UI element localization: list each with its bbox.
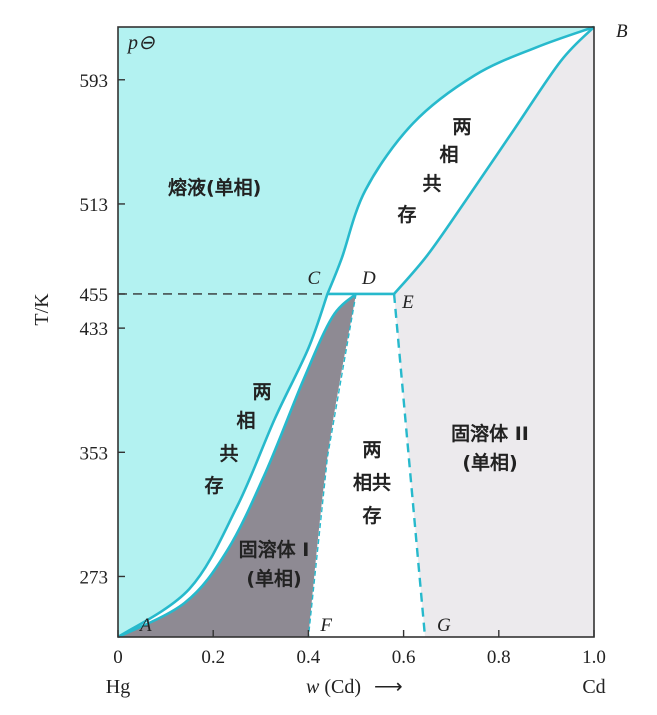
region-label-two-phase-left: 存	[204, 474, 223, 497]
region-label-two-phase-middle: 相共	[353, 472, 391, 494]
point-label-b: B	[616, 21, 628, 42]
x-tick-label: 0.8	[487, 647, 511, 668]
point-label-c: C	[307, 268, 320, 289]
y-tick-label: 513	[80, 195, 109, 216]
point-label-f: F	[319, 615, 332, 636]
liquid-region	[118, 27, 594, 637]
solid-solution-i-region	[118, 293, 356, 637]
y-tick-label: 455	[80, 285, 109, 306]
x-axis-label-arrow: ⟶	[374, 676, 403, 698]
y-axis-label: T/K	[31, 293, 53, 326]
region-label-two-phase-middle: 存	[362, 504, 381, 527]
solidus-curve-high	[393, 26, 595, 295]
x-tick-label: 0.6	[392, 647, 416, 668]
x-axis-label: w (Cd) ⟶	[306, 676, 403, 698]
x-tick-label: 0.2	[201, 647, 225, 668]
region-label-solid-solution-ii: (单相)	[462, 451, 517, 474]
x-axis-label-prefix: w	[306, 676, 320, 698]
region-label-two-phase-left: 共	[219, 443, 238, 465]
point-label-g: G	[437, 615, 451, 636]
region-label-solid-solution-i: 固溶体 I	[239, 538, 310, 561]
region-label-two-phase-upper: 相	[439, 144, 458, 166]
region-label-solid-solution-i: (单相)	[246, 567, 301, 590]
region-label-two-phase-upper: 两	[452, 116, 471, 138]
point-label-e: E	[401, 292, 414, 313]
x-left-component: Hg	[106, 676, 130, 698]
point-label-d: D	[361, 268, 376, 289]
y-tick-label: 433	[80, 319, 109, 340]
region-label-solid-solution-ii: 固溶体 II	[451, 422, 529, 445]
region-label-two-phase-left: 相	[236, 410, 255, 432]
y-tick-label: 593	[80, 71, 109, 92]
axis-ticks: 0 0.2 0.4 0.6 0.8 1.0 273 353 433 455 513 593	[80, 71, 606, 668]
region-label-two-phase-left: 两	[252, 381, 271, 403]
x-right-component: Cd	[582, 676, 605, 698]
region-label-two-phase-upper: 存	[397, 203, 416, 226]
x-tick-label: 0.4	[297, 647, 321, 668]
region-label-two-phase-upper: 共	[422, 173, 441, 195]
point-labels: A B C D E F G	[138, 21, 628, 636]
x-tick-label: 0	[113, 647, 123, 668]
x-tick-label: 1.0	[582, 647, 606, 668]
region-label-two-phase-middle: 两	[362, 439, 381, 461]
region-label-liquid: 熔液(单相)	[168, 176, 261, 199]
liquidus-curve	[117, 25, 595, 639]
solvus-curve-high	[392, 293, 427, 638]
solid-solution-ii-region	[394, 27, 594, 637]
pressure-label: p⊖	[126, 32, 155, 54]
solidus-curve-low	[117, 292, 357, 639]
point-label-a: A	[138, 615, 152, 636]
x-axis-label-species: (Cd)	[324, 676, 361, 698]
y-tick-label: 273	[80, 567, 109, 588]
plot-frame	[117, 26, 595, 638]
y-tick-label: 353	[80, 443, 109, 464]
